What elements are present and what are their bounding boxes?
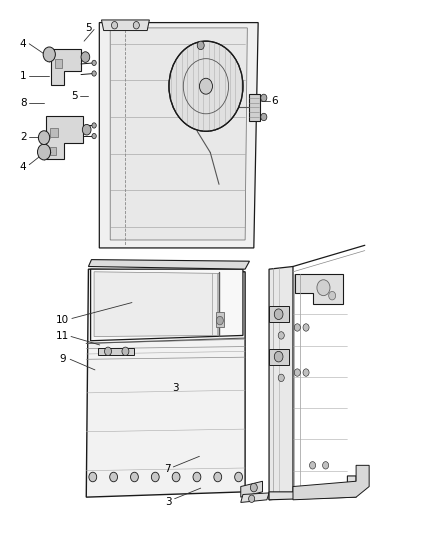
Polygon shape <box>91 269 243 341</box>
Circle shape <box>197 41 204 50</box>
Text: 5: 5 <box>71 91 78 101</box>
Text: 10: 10 <box>56 314 69 325</box>
Polygon shape <box>269 306 289 322</box>
Polygon shape <box>269 266 293 500</box>
Polygon shape <box>49 147 56 155</box>
Text: 1: 1 <box>20 70 26 80</box>
Polygon shape <box>86 269 245 497</box>
Text: 8: 8 <box>20 98 26 108</box>
Circle shape <box>193 472 201 482</box>
Circle shape <box>274 351 283 362</box>
Circle shape <box>249 495 254 503</box>
Circle shape <box>328 292 336 300</box>
Circle shape <box>216 317 223 325</box>
Circle shape <box>310 462 316 469</box>
Polygon shape <box>50 49 81 85</box>
Circle shape <box>278 332 284 339</box>
Circle shape <box>152 472 159 482</box>
Circle shape <box>172 472 180 482</box>
Polygon shape <box>55 59 62 68</box>
Polygon shape <box>269 476 356 500</box>
Circle shape <box>122 347 129 356</box>
Text: 5: 5 <box>85 23 92 33</box>
Text: 6: 6 <box>272 96 278 106</box>
Polygon shape <box>295 274 343 304</box>
Circle shape <box>303 324 309 331</box>
Text: 7: 7 <box>164 464 171 474</box>
Text: 4: 4 <box>20 162 26 172</box>
Circle shape <box>199 78 212 94</box>
Circle shape <box>235 472 243 482</box>
Circle shape <box>322 462 328 469</box>
Text: 3: 3 <box>166 497 172 507</box>
Circle shape <box>317 280 330 296</box>
Polygon shape <box>249 94 260 120</box>
Circle shape <box>110 472 117 482</box>
Circle shape <box>92 133 96 139</box>
Polygon shape <box>88 260 250 269</box>
Circle shape <box>251 483 257 492</box>
Text: 9: 9 <box>59 354 66 364</box>
Text: 3: 3 <box>172 383 179 393</box>
Polygon shape <box>102 20 149 30</box>
Circle shape <box>214 472 222 482</box>
Polygon shape <box>99 348 134 355</box>
Text: 4: 4 <box>20 39 26 49</box>
Polygon shape <box>215 312 224 327</box>
Circle shape <box>92 71 96 76</box>
Circle shape <box>92 60 96 66</box>
Circle shape <box>82 124 91 135</box>
Circle shape <box>294 369 300 376</box>
Circle shape <box>39 131 49 144</box>
Polygon shape <box>269 349 289 365</box>
Circle shape <box>133 21 139 29</box>
Circle shape <box>38 144 50 160</box>
Polygon shape <box>110 28 247 240</box>
Circle shape <box>92 123 96 128</box>
Polygon shape <box>49 128 58 137</box>
Circle shape <box>105 347 112 356</box>
Circle shape <box>294 324 300 331</box>
Circle shape <box>81 52 90 62</box>
Circle shape <box>112 21 117 29</box>
Circle shape <box>278 374 284 382</box>
Circle shape <box>303 369 309 376</box>
Polygon shape <box>241 493 269 503</box>
Circle shape <box>261 114 267 120</box>
Text: 11: 11 <box>56 332 69 342</box>
Circle shape <box>43 47 55 62</box>
Ellipse shape <box>163 136 179 163</box>
Polygon shape <box>46 116 83 159</box>
Text: 2: 2 <box>20 132 26 142</box>
Polygon shape <box>241 481 262 497</box>
Circle shape <box>131 472 138 482</box>
Polygon shape <box>99 22 258 248</box>
Polygon shape <box>94 272 219 336</box>
Circle shape <box>274 309 283 319</box>
Circle shape <box>89 472 97 482</box>
Polygon shape <box>293 465 369 500</box>
Circle shape <box>261 94 267 102</box>
Circle shape <box>169 41 243 131</box>
